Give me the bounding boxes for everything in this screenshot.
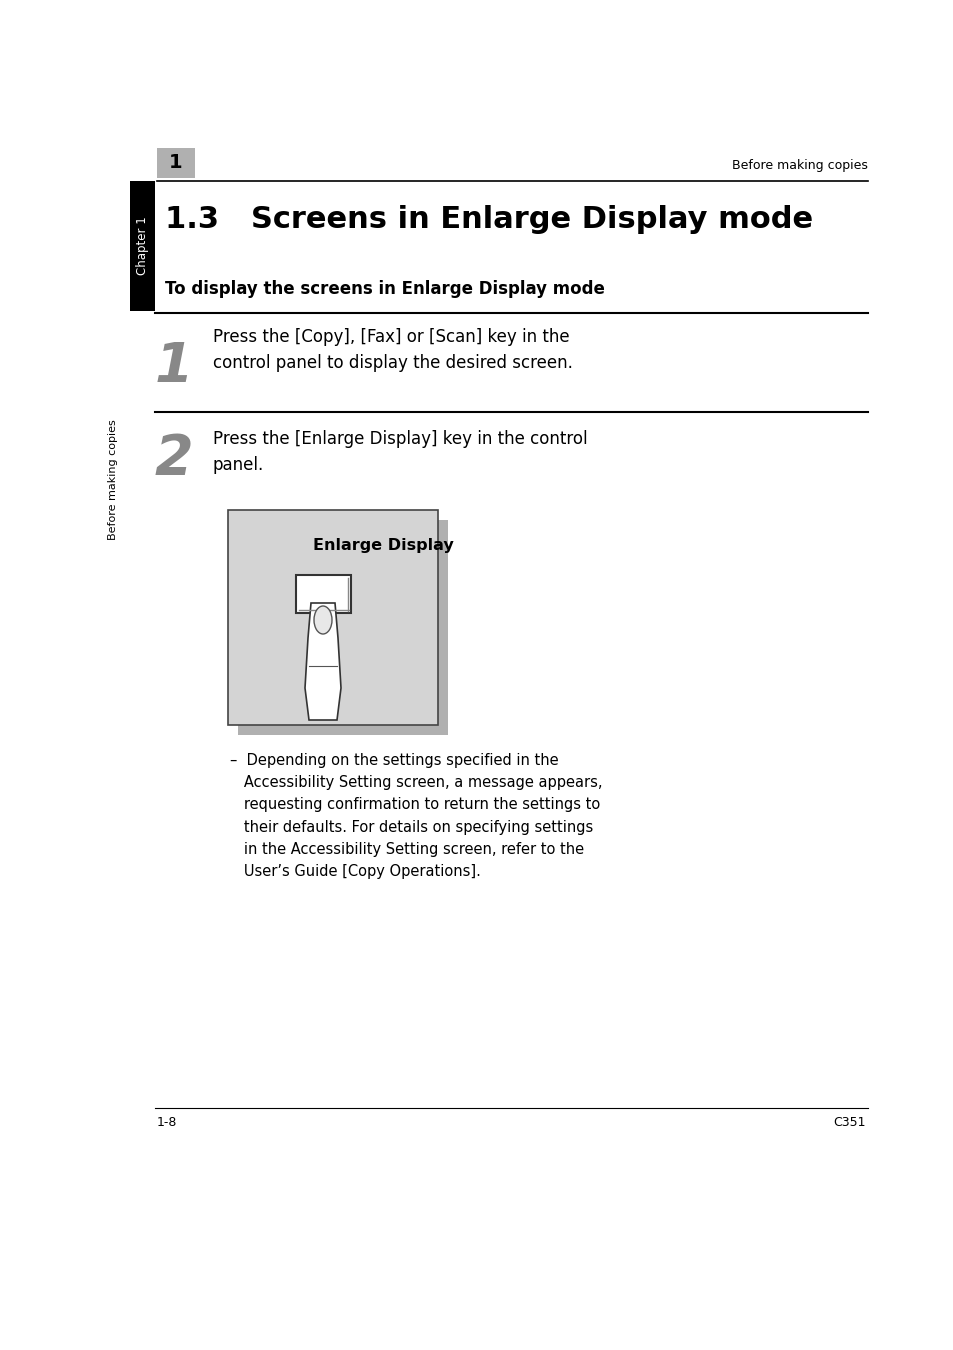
Text: 1: 1 [169,154,183,173]
Text: Press the [Enlarge Display] key in the control
panel.: Press the [Enlarge Display] key in the c… [213,431,587,474]
Text: 2: 2 [154,432,193,486]
Text: Press the [Copy], [Fax] or [Scan] key in the
control panel to display the desire: Press the [Copy], [Fax] or [Scan] key in… [213,328,572,371]
Ellipse shape [314,606,332,634]
Text: 1.3   Screens in Enlarge Display mode: 1.3 Screens in Enlarge Display mode [165,205,812,234]
Text: C351: C351 [833,1116,865,1129]
Bar [157,148,194,178]
Bar [295,575,351,613]
Bar [237,520,448,734]
Polygon shape [305,603,340,720]
Text: 1-8: 1-8 [157,1116,177,1129]
Text: Chapter 1: Chapter 1 [136,216,149,275]
Text: Before making copies: Before making copies [108,420,118,540]
Text: Enlarge Display: Enlarge Display [313,539,454,553]
Text: To display the screens in Enlarge Display mode: To display the screens in Enlarge Displa… [165,279,604,298]
Bar [130,181,154,310]
Text: Before making copies: Before making copies [731,159,867,171]
Text: 1: 1 [154,340,193,394]
Bar [228,510,437,725]
Text: –  Depending on the settings specified in the
   Accessibility Setting screen, a: – Depending on the settings specified in… [230,753,602,879]
